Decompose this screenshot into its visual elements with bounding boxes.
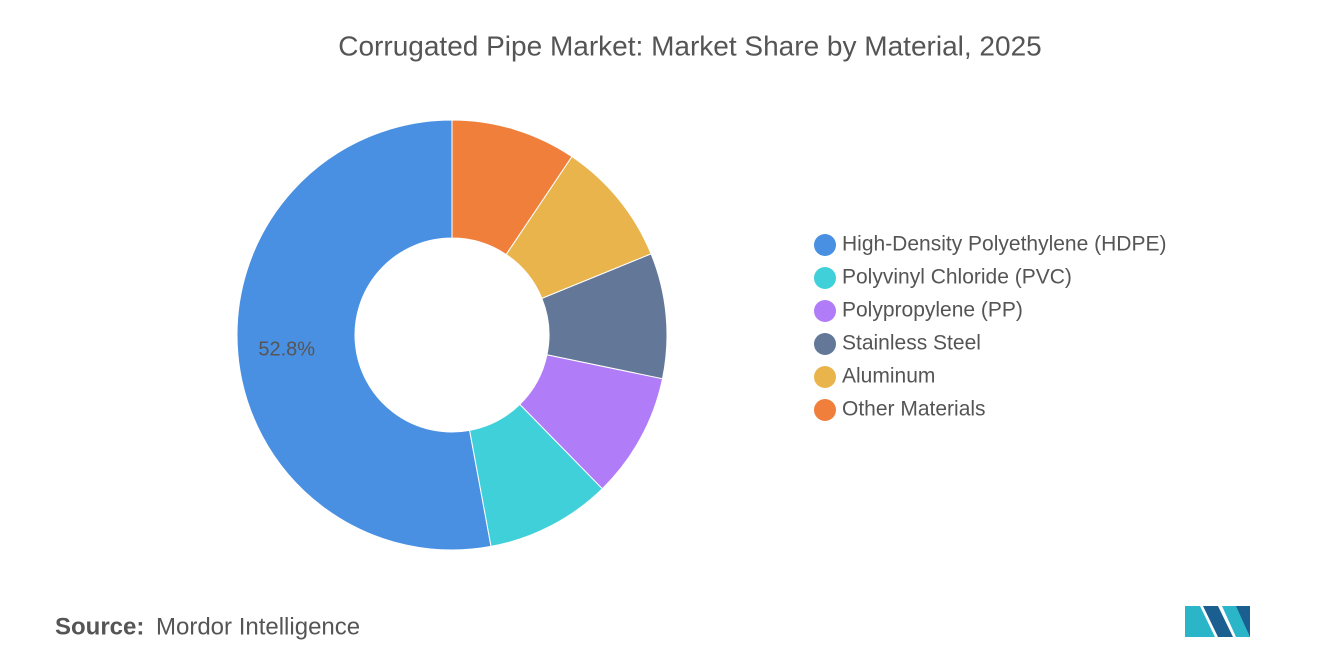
legend-marker [814,300,836,322]
legend-label: Other Materials [842,398,986,421]
legend-marker [814,234,836,256]
legend-marker [814,399,836,421]
legend-marker [814,333,836,355]
legend-label: High-Density Polyethylene (HDPE) [842,233,1166,256]
legend-label: Polypropylene (PP) [842,299,1023,322]
source-text: Mordor Intelligence [156,613,360,640]
source-label: Source: [55,613,144,640]
donut-segment [451,119,573,256]
data-label: 52.8% [258,338,315,360]
donut-segment [236,119,492,551]
legend-marker [814,267,836,289]
legend-marker [814,366,836,388]
logo [1185,606,1250,637]
chart-title: Corrugated Pipe Market: Market Share by … [338,30,1041,61]
legend-label: Aluminum [842,365,935,388]
legend-label: Polyvinyl Chloride (PVC) [842,266,1072,289]
legend-label: Stainless Steel [842,332,981,355]
